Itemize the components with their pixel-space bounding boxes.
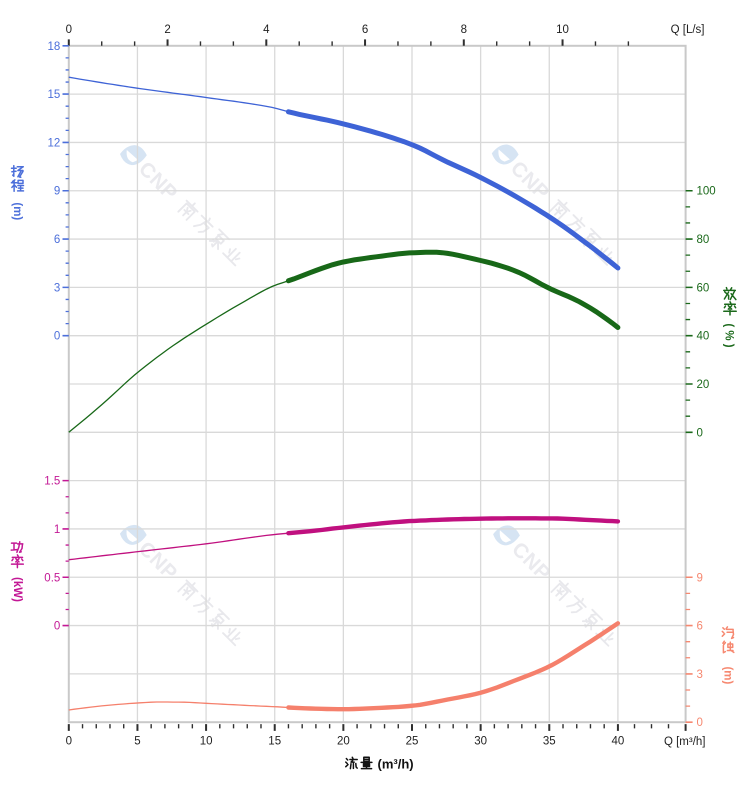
svg-text:( % ): ( % ) (723, 323, 735, 347)
svg-text:0: 0 (697, 717, 703, 729)
svg-text:15: 15 (48, 89, 61, 101)
svg-text:9: 9 (697, 572, 703, 584)
svg-text:20: 20 (337, 736, 350, 748)
svg-text:Q [L/s]: Q [L/s] (671, 24, 705, 36)
svg-text:0: 0 (66, 736, 72, 748)
svg-text:20: 20 (697, 379, 710, 391)
svg-text:(m): (m) (722, 666, 734, 684)
svg-text:40: 40 (612, 736, 625, 748)
svg-text:25: 25 (406, 736, 419, 748)
svg-text:10: 10 (200, 736, 213, 748)
svg-text:0: 0 (54, 621, 60, 633)
svg-text:15: 15 (268, 736, 281, 748)
svg-text:30: 30 (474, 736, 487, 748)
svg-text:0: 0 (697, 427, 703, 439)
svg-text:100: 100 (697, 186, 716, 198)
svg-text:12: 12 (48, 137, 61, 149)
svg-text:(m³/h): (m³/h) (378, 757, 414, 772)
svg-text:10: 10 (556, 24, 569, 36)
svg-text:60: 60 (697, 282, 710, 294)
svg-text:1.5: 1.5 (44, 476, 60, 488)
svg-text:18: 18 (48, 41, 61, 53)
svg-text:0.5: 0.5 (44, 572, 60, 584)
svg-text:3: 3 (697, 669, 703, 681)
svg-text:0: 0 (66, 24, 72, 36)
svg-text:3: 3 (54, 282, 60, 294)
svg-text:(m): (m) (11, 202, 23, 220)
svg-text:4: 4 (263, 24, 270, 36)
svg-text:6: 6 (697, 621, 703, 633)
svg-text:6: 6 (362, 24, 368, 36)
svg-text:6: 6 (54, 234, 60, 246)
svg-text:40: 40 (697, 331, 710, 343)
svg-text:1: 1 (54, 524, 60, 536)
svg-text:0: 0 (54, 331, 60, 343)
svg-text:9: 9 (54, 186, 60, 198)
svg-text:80: 80 (697, 234, 710, 246)
svg-text:2: 2 (164, 24, 170, 36)
svg-text:(kW): (kW) (11, 577, 23, 602)
svg-text:5: 5 (134, 736, 140, 748)
svg-text:35: 35 (543, 736, 556, 748)
svg-text:Q [m³/h]: Q [m³/h] (664, 736, 706, 748)
svg-text:8: 8 (461, 24, 467, 36)
